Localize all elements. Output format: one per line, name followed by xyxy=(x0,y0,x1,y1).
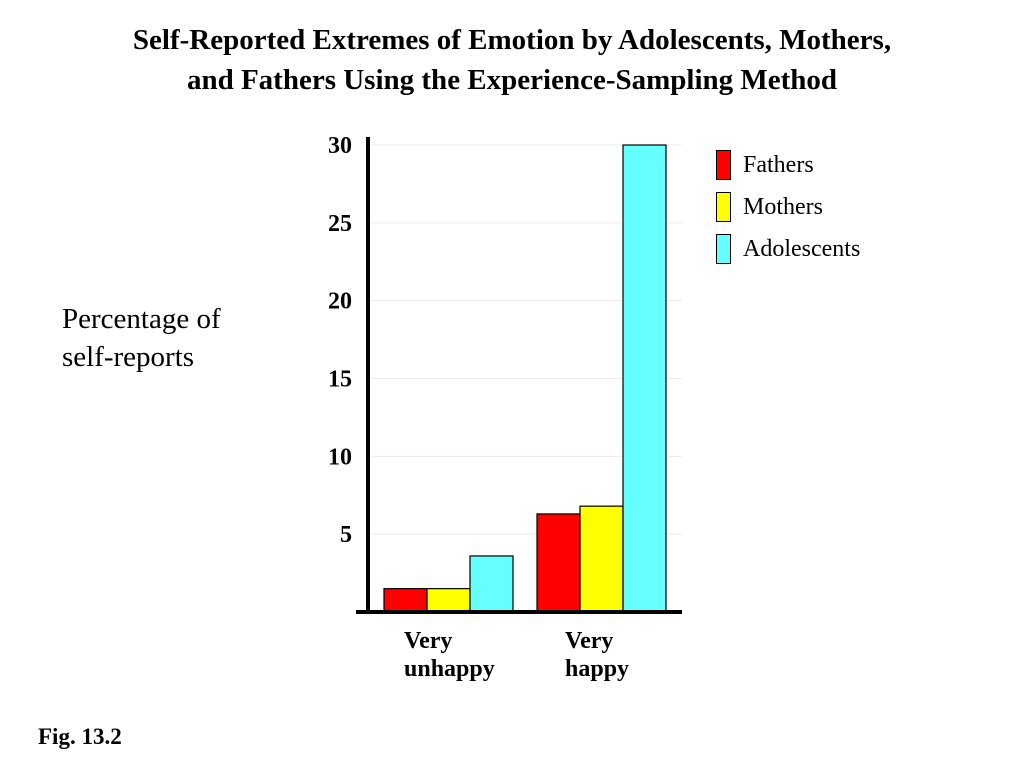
bar-adolescents-very-happy xyxy=(622,144,667,613)
legend-label-adolescents: Adolescents xyxy=(743,235,861,262)
legend-swatch-fathers xyxy=(716,150,731,180)
legend-swatch-mothers xyxy=(716,192,731,222)
y-tick-label-5: 5 xyxy=(340,522,352,548)
y-tick-label-15: 15 xyxy=(328,367,352,393)
legend-swatch-adolescents xyxy=(716,234,731,264)
chart-title-line-2: and Fathers Using the Experience-Samplin… xyxy=(186,64,838,96)
y-tick-label-30: 30 xyxy=(328,133,352,159)
x-category-label-very-unhappy-line-1: Very xyxy=(404,628,452,654)
y-tick-label-20: 20 xyxy=(328,289,352,315)
legend-item-adolescents: Adolescents xyxy=(716,228,860,270)
bar-adolescents-very-unhappy xyxy=(469,555,514,613)
chart-title: Self-Reported Extremes of Emotion by Ado… xyxy=(0,20,1024,100)
figure-label: Fig. 13.2 xyxy=(38,724,122,749)
bar-fathers-very-happy xyxy=(536,513,581,613)
chart-title-line-1: Self-Reported Extremes of Emotion by Ado… xyxy=(132,24,892,56)
y-axis-label-line-1: Percentage of xyxy=(62,303,221,335)
legend-label-fathers: Fathers xyxy=(743,151,814,178)
legend-item-mothers: Mothers xyxy=(716,186,860,228)
y-axis-label-line-2: self-reports xyxy=(62,341,195,373)
bar-mothers-very-unhappy xyxy=(426,588,471,613)
y-axis-label: Percentage of self-reports xyxy=(62,300,221,376)
x-category-label-very-unhappy-line-2: unhappy xyxy=(404,656,495,682)
y-tick-label-10: 10 xyxy=(328,444,352,470)
legend: Fathers Mothers Adolescents xyxy=(716,144,860,270)
legend-label-mothers: Mothers xyxy=(743,193,823,220)
bar-mothers-very-happy xyxy=(579,505,624,613)
bar-fathers-very-unhappy xyxy=(383,588,428,613)
x-category-label-very-happy-line-2: happy xyxy=(565,656,629,682)
x-category-label-very-happy-line-1: Very xyxy=(565,628,613,654)
y-tick-label-25: 25 xyxy=(328,211,352,237)
legend-item-fathers: Fathers xyxy=(716,144,860,186)
